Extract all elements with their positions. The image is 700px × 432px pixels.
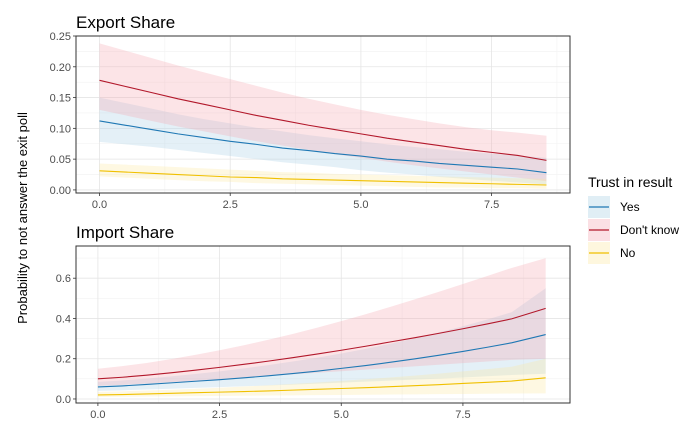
legend-item-dont-know: Don't know (588, 219, 679, 241)
y-tick-label: 0.10 (50, 123, 71, 135)
panel-background (76, 246, 570, 403)
y-axis-label: Probability to not answer the exit poll (15, 112, 30, 324)
y-tick-label: 0.25 (50, 31, 71, 43)
x-tick-label: 2.5 (212, 409, 227, 421)
line-no (99, 170, 547, 186)
y-tick-label: 0.0 (56, 394, 71, 406)
legend-label-no: No (620, 246, 636, 260)
legend: Trust in result Yes Don't know No (588, 174, 679, 264)
x-tick-label: 2.5 (223, 199, 238, 211)
x-tick-label: 5.0 (353, 199, 368, 211)
y-tick-label: 0.2 (56, 354, 71, 366)
ribbon-no (97, 358, 546, 397)
line-yes (99, 120, 547, 174)
y-tick-label: 0.20 (50, 62, 71, 74)
legend-label-yes: Yes (620, 200, 640, 214)
y-tick-label: 0.6 (56, 273, 71, 285)
line-don-t-know (99, 79, 547, 161)
y-tick-label: 0.4 (56, 313, 71, 325)
y-tick-label: 0.15 (50, 93, 71, 105)
x-tick-label: 0.0 (92, 199, 107, 211)
ribbon-yes (97, 288, 546, 391)
legend-label-dont-know: Don't know (620, 223, 679, 237)
y-tick-label: 0.05 (50, 154, 71, 166)
ribbon-don-t-know (99, 43, 547, 182)
panel-import-share: Import Share 0.0 2.5 5.0 7.5 0.0 0.2 0.4 0.6 (56, 223, 571, 421)
legend-title: Trust in result (588, 174, 672, 190)
x-tick-label: 7.5 (484, 199, 499, 211)
line-yes (97, 334, 546, 388)
x-tick-label: 7.5 (455, 409, 470, 421)
x-tick-label: 5.0 (334, 409, 349, 421)
ribbon-don-t-know (97, 258, 546, 386)
y-tick-label: 0.00 (50, 185, 71, 197)
line-no (97, 377, 546, 396)
panel-title: Export Share (76, 13, 175, 32)
panel-border (75, 35, 571, 194)
panel-border (75, 245, 571, 404)
panel-title: Import Share (76, 223, 174, 242)
line-don-t-know (97, 307, 546, 380)
legend-item-yes: Yes (588, 196, 640, 218)
x-tick-label: 0.0 (90, 409, 105, 421)
panel-export-share: Export Share 0.0 2.5 5.0 7.5 0.00 0.05 0.10 0.1… (50, 13, 571, 211)
legend-item-no: No (588, 242, 636, 264)
